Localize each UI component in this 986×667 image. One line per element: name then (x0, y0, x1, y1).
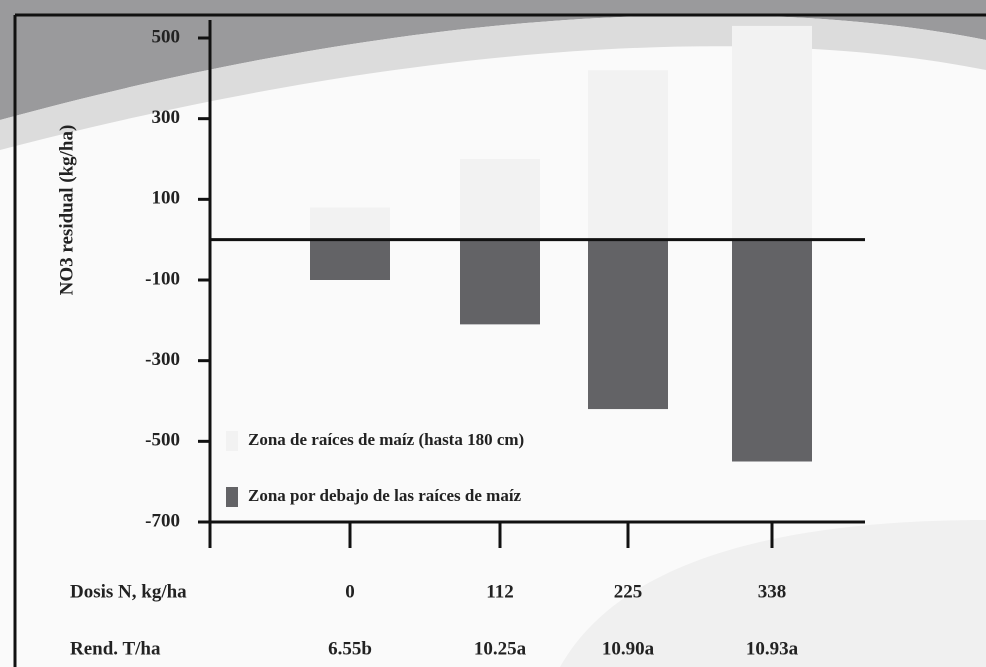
y-tick-label: -500 (145, 430, 180, 451)
x-tick-label: 0 (345, 581, 355, 602)
bar (460, 159, 540, 240)
y-tick-label: -300 (145, 349, 180, 370)
bar (732, 240, 812, 462)
bar (460, 240, 540, 325)
x-tick-label: 112 (486, 581, 513, 602)
row-value: 10.25a (474, 638, 527, 659)
bar (310, 207, 390, 239)
y-tick-label: -100 (145, 268, 180, 289)
legend-label: Zona por debajo de las raíces de maíz (248, 486, 522, 505)
bar (310, 240, 390, 280)
bar (732, 26, 812, 240)
bar (588, 240, 668, 409)
row-value: 10.93a (746, 638, 799, 659)
legend-swatch (226, 431, 238, 451)
x-tick-label: 225 (614, 581, 643, 602)
y-tick-label: 500 (152, 26, 181, 47)
bar (588, 70, 668, 239)
row-label: Rend. T/ha (70, 638, 161, 659)
x-tick-label: 338 (758, 581, 787, 602)
y-tick-label: 300 (152, 107, 181, 128)
page: NO3 residual (kg/ha) Dosis N, kg/ha Rend… (0, 0, 986, 667)
row-value: 6.55b (328, 638, 372, 659)
legend-label: Zona de raíces de maíz (hasta 180 cm) (248, 430, 524, 449)
y-tick-label: 100 (152, 188, 181, 209)
y-tick-label: -700 (145, 510, 180, 531)
x-axis-label: Dosis N, kg/ha (70, 581, 187, 602)
y-axis-label: NO3 residual (kg/ha) (56, 125, 77, 296)
row-value: 10.90a (602, 638, 655, 659)
chart: NO3 residual (kg/ha) Dosis N, kg/ha Rend… (0, 0, 986, 667)
legend-swatch (226, 487, 238, 507)
